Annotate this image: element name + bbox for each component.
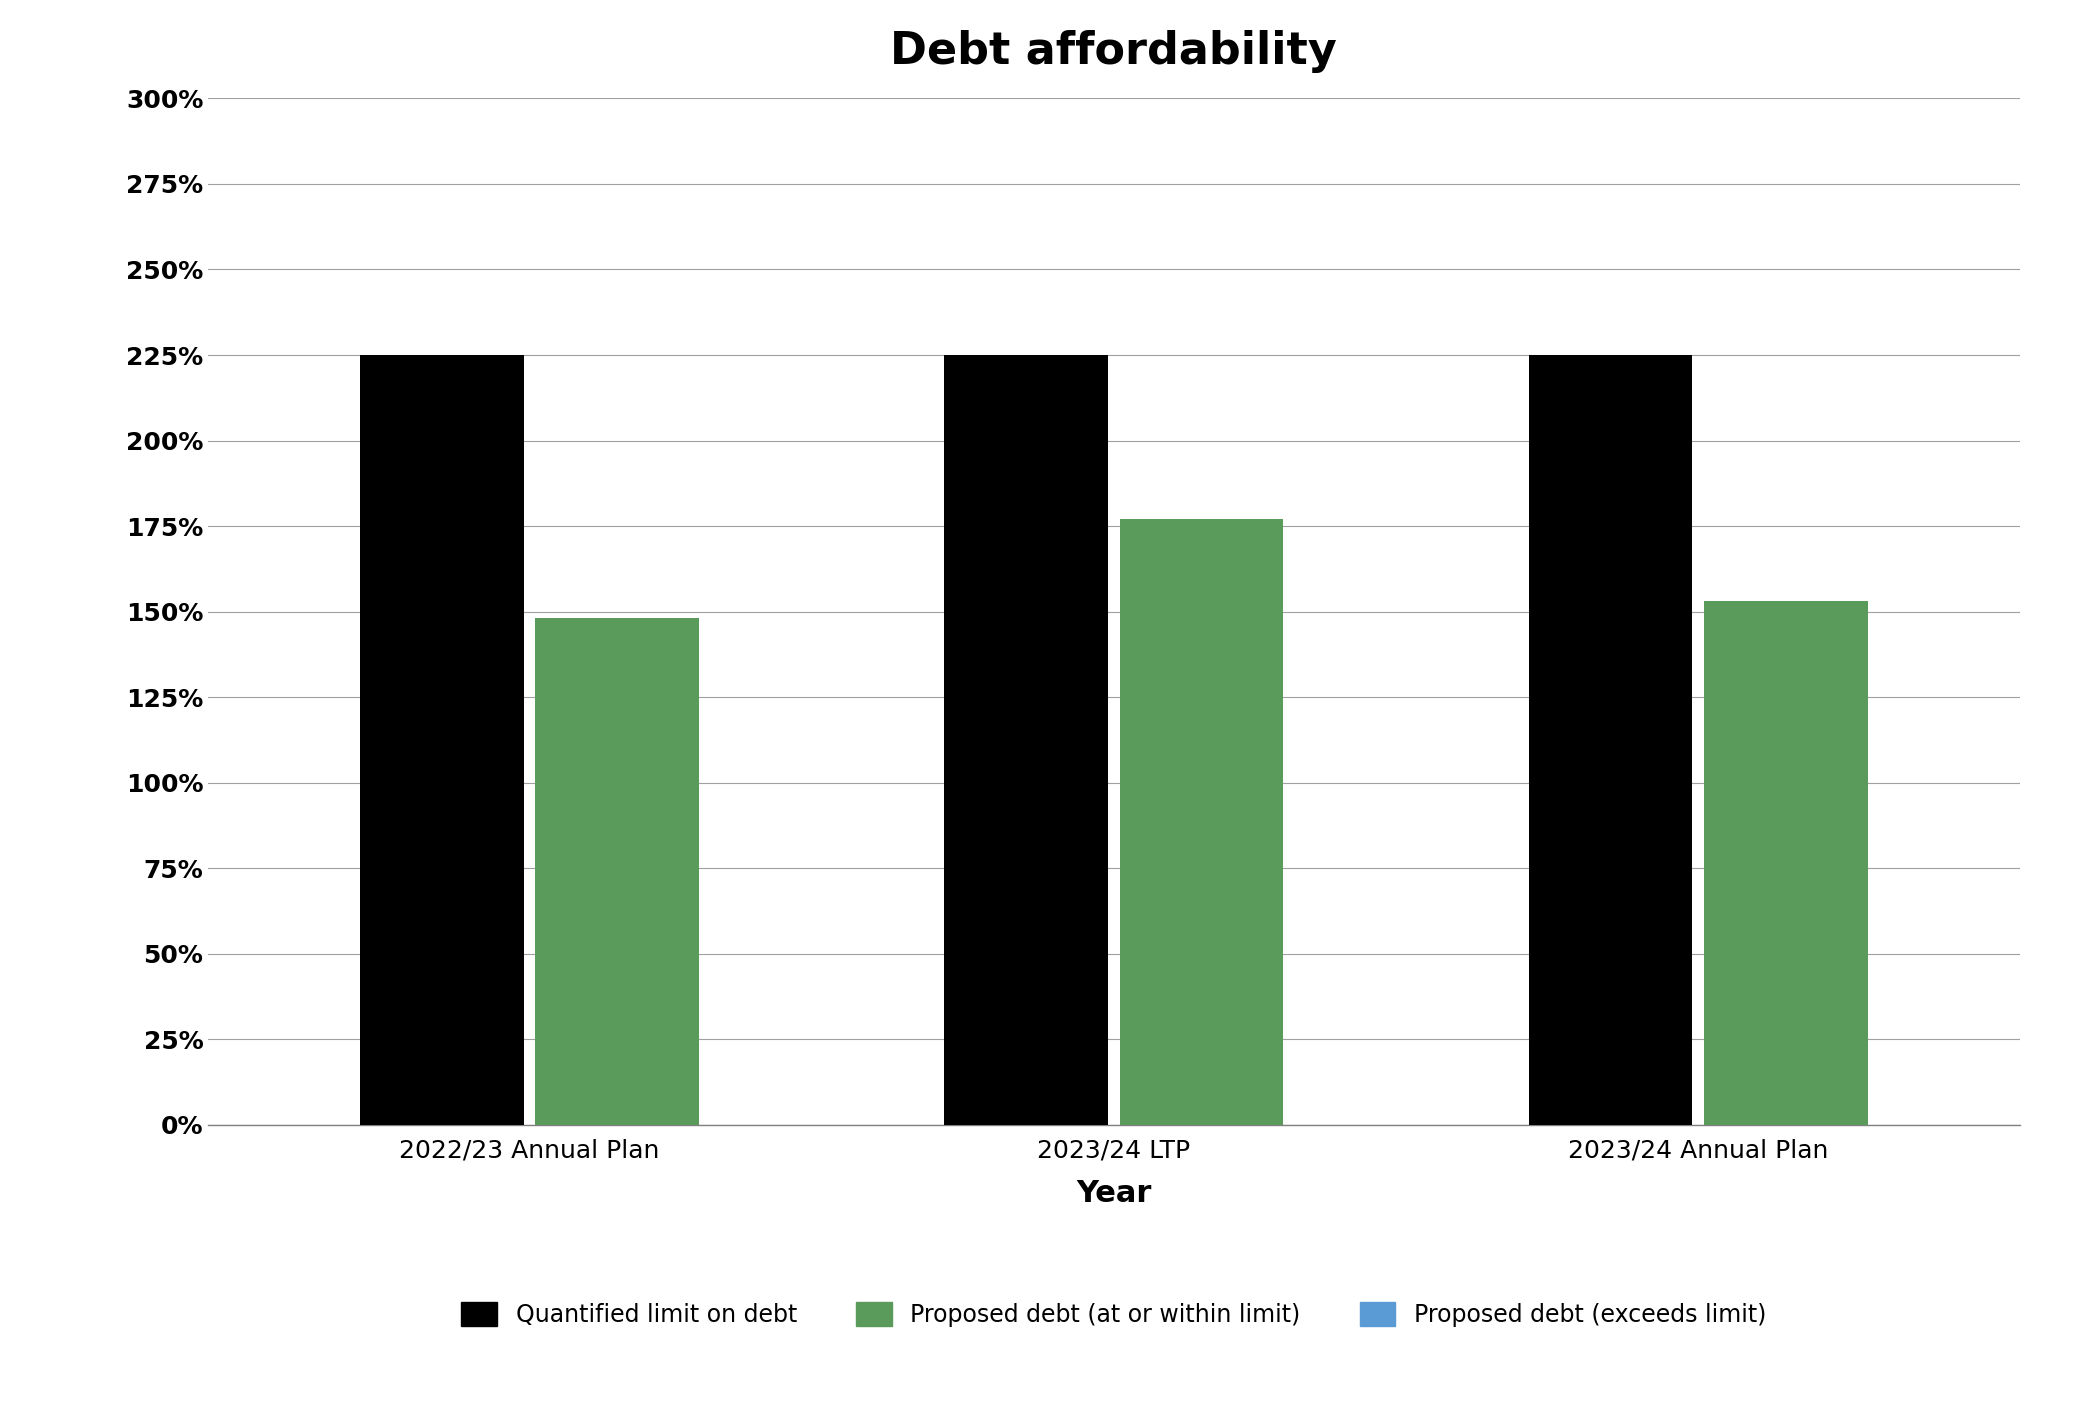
Bar	[360, 354, 525, 1125]
X-axis label: Year: Year	[1076, 1180, 1151, 1208]
Legend: Quantified limit on debt, Proposed debt (at or within limit), Proposed debt (exc: Quantified limit on debt, Proposed debt …	[450, 1291, 1778, 1339]
Bar	[945, 354, 1108, 1125]
Title: Debt affordability: Debt affordability	[891, 30, 1337, 73]
Bar	[1528, 354, 1693, 1125]
Bar	[535, 619, 700, 1125]
Bar	[1120, 519, 1283, 1125]
Bar	[1703, 602, 1868, 1125]
